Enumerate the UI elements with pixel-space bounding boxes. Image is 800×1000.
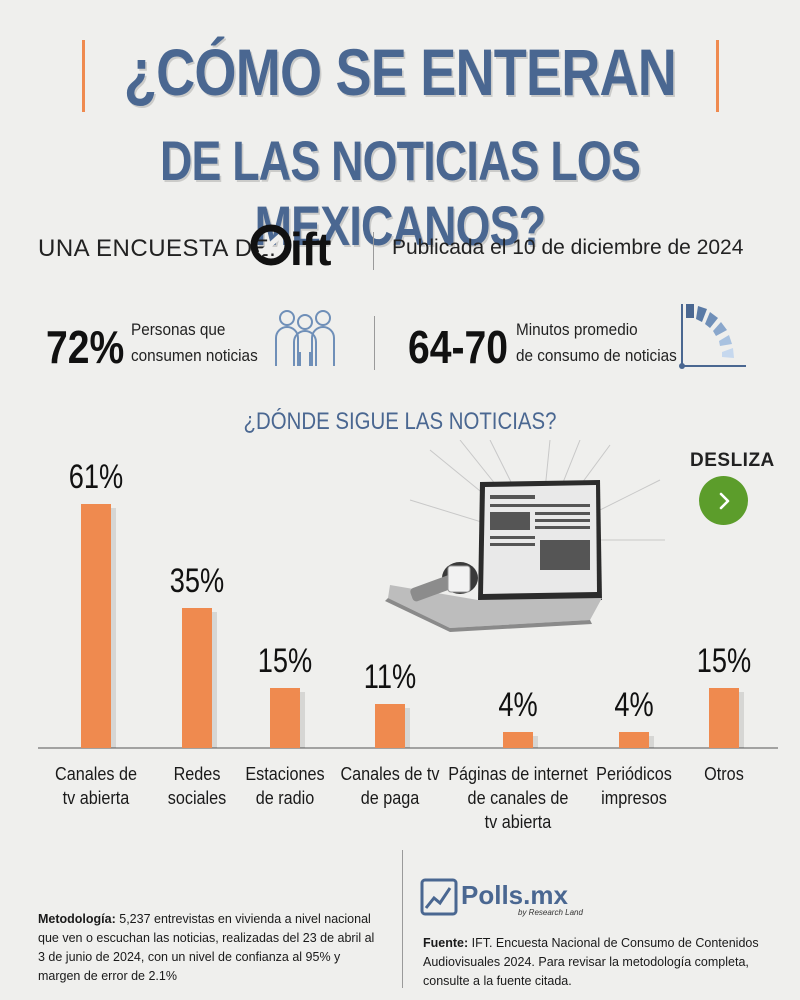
bar-value-label-4: 4% [498,686,538,724]
stat-minutes-value: 64-70 [408,321,509,373]
bar-value-label-1: 35% [169,562,225,600]
category-label-0: Canales de tv abierta [24,762,168,810]
bar-4 [503,732,533,748]
survey-divider [373,232,374,270]
bar-value-label-6: 15% [696,642,752,680]
bar-6 [709,688,739,748]
bar-value-label-3: 11% [363,658,417,696]
stat-minutes-desc-2: de consumo de noticias [516,346,677,365]
polls-brand-sub: by Research Land [518,908,583,917]
title-accent-left [82,40,85,112]
bar-1 [182,608,212,748]
category-label-line: Canales de tv [340,764,440,784]
bar-chart [38,504,778,749]
category-label-line: Redes [173,764,221,784]
methodology-title: Metodología: [38,912,116,926]
slide-label: DESLIZA [690,450,775,471]
category-label-2: Estaciones de radio [213,762,357,810]
bar-value-label-2: 15% [257,642,313,680]
people-group-icon [275,310,335,366]
category-label-line: Canales de [55,764,137,784]
chart-title: ¿DÓNDE SIGUE LAS NOTICIAS? [243,408,557,435]
source-text: IFT. Encuesta Nacional de Consumo de Con… [423,936,759,988]
page-title-line2: DE LAS NOTICIAS LOS MEXICANOS? [159,129,641,257]
category-label-line: sociales [167,788,227,808]
ift-logo-text: ift [290,223,331,275]
category-label-line: de radio [255,788,315,808]
page-title-line1: ¿CÓMO SE ENTERAN [123,35,677,109]
stat-consumers-desc-2: consumen noticias [131,346,258,365]
chevron-right-icon [719,492,729,509]
laptop-microphone-illustration [385,440,665,632]
stats-divider [374,316,375,370]
stat-consumers-desc-1: Personas que [131,320,226,339]
bar-3 [375,704,405,748]
stat-minutes-desc-1: Minutos promedio [516,320,638,339]
title-accent-right [716,40,719,112]
bar-value-label-5: 4% [614,686,654,724]
footer-divider [402,850,403,988]
bar-5 [619,732,649,748]
ift-logo-icon [250,224,292,266]
bar-2 [270,688,300,748]
clock-gauge-icon [679,304,746,369]
polls-logo-icon [420,878,458,916]
category-label-line: Páginas de internet [448,764,588,784]
polls-brand: Polls.mx [461,880,568,910]
category-label-line: impresos [601,788,667,808]
category-label-line: Periódicos [596,764,672,784]
category-label-line: de paga [360,788,420,808]
category-label-line: Estaciones [245,764,325,784]
next-slide-button[interactable] [699,476,748,525]
category-label-line: tv abierta [484,812,552,832]
category-label-line: de canales de [467,788,569,808]
methodology: Metodología: 5,237 entrevistas en vivien… [38,910,383,986]
category-label-line: Otros [704,764,744,784]
category-label-line: tv abierta [62,788,130,808]
bar-0 [81,504,111,748]
category-label-1: Redes sociales [125,762,269,810]
survey-by-label: UNA ENCUESTA DE: [38,235,277,262]
source-title: Fuente: [423,936,469,950]
bar-value-label-0: 61% [68,458,124,496]
published-date: Publicada el 10 de diciembre de 2024 [392,236,744,259]
category-label-3: Canales de tv de paga [318,762,462,810]
category-label-6: Otros [652,762,796,786]
methodology-text: 5,237 entrevistas en vivienda a nivel na… [38,912,375,983]
stat-consumers-value: 72% [46,321,125,373]
category-label-5: Periódicos impresos [562,762,706,810]
source: Fuente: IFT. Encuesta Nacional de Consum… [423,934,783,991]
category-label-4: Páginas de internet de canales de tv abier… [446,762,590,834]
